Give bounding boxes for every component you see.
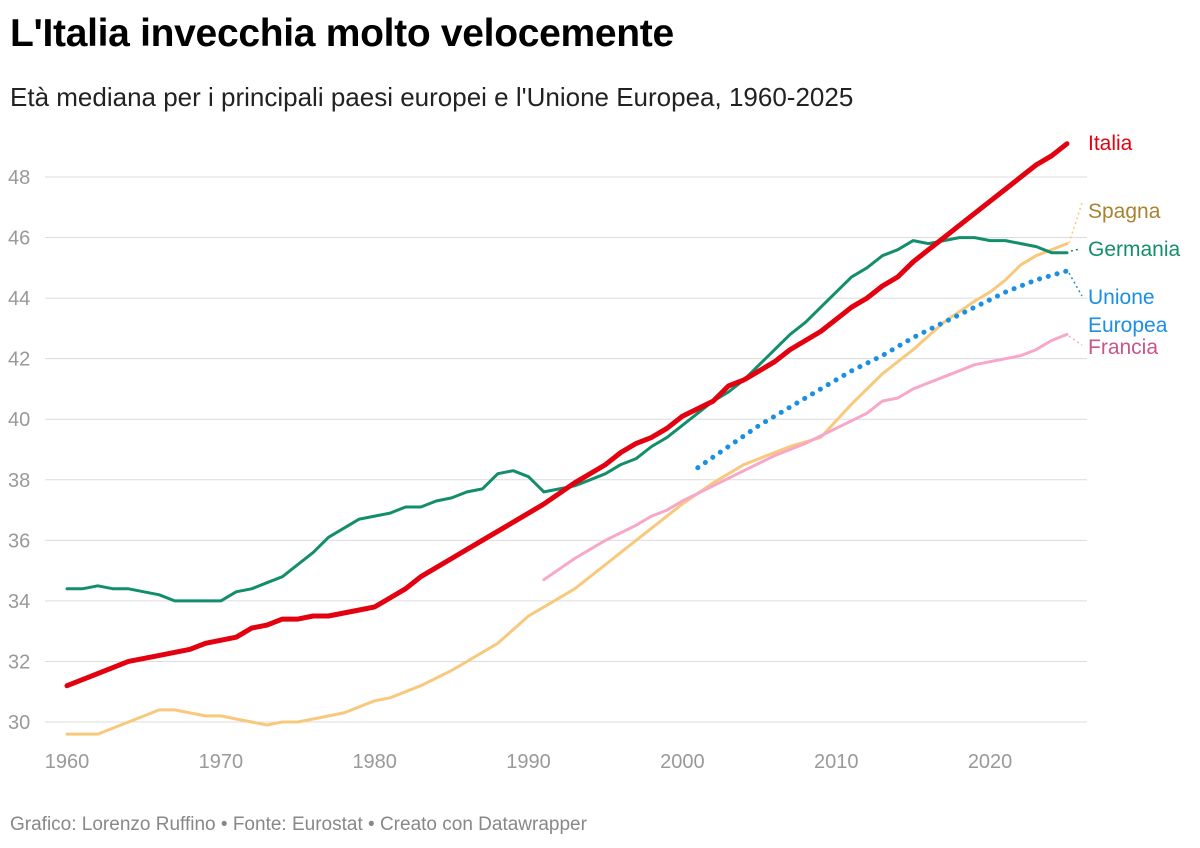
y-tick-label-38: 38: [8, 470, 30, 492]
series-labels: Spagna Germania Italia Francia Unione Europea: [1068, 132, 1181, 359]
series-lines: [64, 141, 1070, 736]
chart-footer: Grafico: Lorenzo Ruffino • Fonte: Eurost…: [10, 814, 587, 836]
label-leader-germania: [1070, 248, 1081, 252]
label-leader-francia: [1068, 335, 1083, 346]
y-axis-tick-labels: 30 32 34 36 38 40 42 44 46 48: [8, 167, 30, 734]
y-tick-label-36: 36: [8, 530, 30, 552]
y-tick-label-44: 44: [8, 288, 30, 310]
y-tick-label-32: 32: [8, 651, 30, 673]
series-line-spagna: [65, 242, 1069, 736]
label-leader-spagna: [1068, 202, 1083, 244]
footer-tool: Creato con Datawrapper: [379, 814, 587, 835]
series-line-francia: [542, 332, 1069, 582]
footer-author: Grafico: Lorenzo Ruffino: [10, 814, 216, 835]
x-tick-label-1960: 1960: [45, 751, 90, 773]
footer-separator: •: [362, 814, 380, 835]
series-label-germania: Germania: [1088, 238, 1181, 261]
x-tick-label-1980: 1980: [352, 751, 397, 773]
series-label-unione-europea-2: Europea: [1088, 314, 1168, 337]
chart-subtitle: Età mediana per i principali paesi europ…: [10, 82, 854, 112]
y-tick-label-42: 42: [8, 349, 30, 371]
series-line-unione-europea: [695, 268, 1070, 471]
footer-source: Fonte: Eurostat: [232, 814, 363, 835]
x-tick-label-2000: 2000: [660, 751, 705, 773]
y-tick-label-40: 40: [8, 409, 30, 431]
x-axis-tick-labels: 1960 1970 1980 1990 2000 2010 2020: [45, 751, 1013, 773]
x-tick-label-1970: 1970: [199, 751, 244, 773]
label-leader-unione-europea: [1068, 272, 1083, 297]
x-tick-label-2020: 2020: [968, 751, 1013, 773]
series-label-francia: Francia: [1088, 336, 1158, 359]
y-tick-label-34: 34: [8, 591, 30, 613]
y-tick-label-48: 48: [8, 167, 30, 189]
series-label-spagna: Spagna: [1088, 200, 1161, 223]
chart-title: L'Italia invecchia molto velocemente: [10, 12, 674, 55]
x-tick-label-1990: 1990: [506, 751, 551, 773]
footer-separator: •: [215, 814, 233, 835]
series-line-italia: [64, 141, 1070, 689]
series-label-italia: Italia: [1088, 132, 1133, 155]
x-tick-label-2010: 2010: [814, 751, 859, 773]
series-label-unione-europea-1: Unione: [1088, 286, 1155, 309]
line-chart: 30 32 34 36 38 40 42 44 46 48 1960 1970 1980 1990 200…: [8, 132, 1181, 773]
y-tick-label-46: 46: [8, 228, 30, 250]
grid-lines: [45, 176, 1087, 723]
y-tick-label-30: 30: [8, 712, 30, 734]
